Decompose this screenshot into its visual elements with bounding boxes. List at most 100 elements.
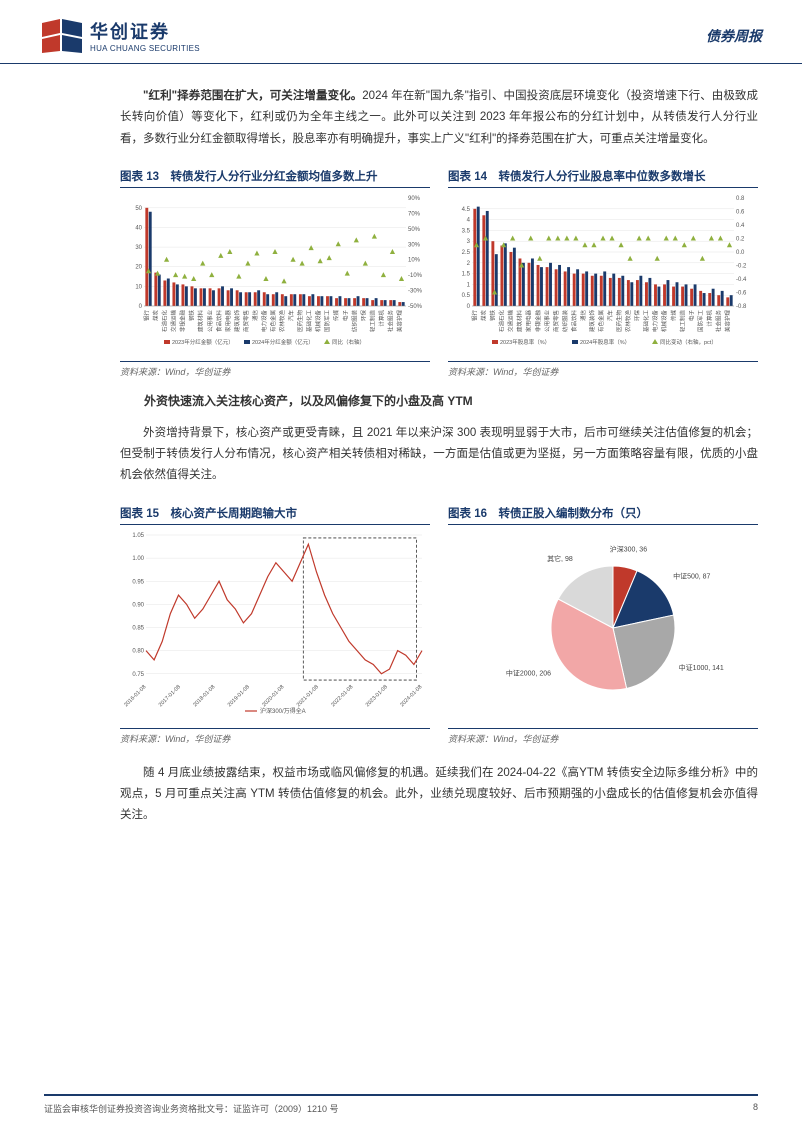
svg-text:30%: 30% [408, 242, 421, 248]
svg-text:非银金融: 非银金融 [179, 309, 187, 332]
svg-text:家用电器: 家用电器 [525, 309, 533, 332]
svg-text:汽车: 汽车 [606, 309, 614, 321]
chart15-svg: 0.750.800.850.900.951.001.052016-01-0820… [120, 529, 430, 719]
svg-text:1.5: 1.5 [462, 271, 471, 277]
svg-text:电子: 电子 [687, 309, 695, 321]
svg-text:2023年股息率（%）: 2023年股息率（%） [500, 338, 550, 346]
svg-text:2024年分红金额（亿元）: 2024年分红金额（亿元） [252, 338, 314, 346]
svg-text:其它, 98: 其它, 98 [547, 554, 573, 563]
svg-text:银行: 银行 [471, 309, 479, 321]
chart14-svg: 00.511.522.533.544.5-0.8-0.6-0.4-0.20.00… [448, 192, 758, 352]
svg-text:轻工制造: 轻工制造 [678, 309, 686, 332]
svg-text:-0.6: -0.6 [736, 290, 747, 296]
page-footer: 证监会审核华创证券投资咨询业务资格批文号：证监许可（2009）1210 号 8 [44, 1094, 758, 1115]
svg-text:-10%: -10% [408, 273, 423, 279]
svg-text:银行: 银行 [143, 309, 151, 321]
svg-text:交通运输: 交通运输 [170, 309, 178, 332]
content-body: "红利"择券范围在扩大，可关注增量变化。2024 年在新"国九条"指引、中国投资… [0, 64, 802, 826]
svg-text:传媒: 传媒 [332, 309, 340, 321]
svg-text:基础化工: 基础化工 [642, 309, 650, 332]
para1-lead: "红利"择券范围在扩大，可关注增量变化。 [143, 90, 362, 102]
logo-block: 华创证券 HUA CHUANG SECURITIES [40, 17, 200, 55]
svg-text:0.75: 0.75 [132, 671, 144, 677]
svg-text:家用电器: 家用电器 [224, 309, 232, 332]
svg-text:90%: 90% [408, 196, 421, 202]
svg-text:计算机: 计算机 [377, 309, 385, 326]
svg-text:传媒: 传媒 [669, 309, 677, 321]
svg-text:0.80: 0.80 [132, 648, 144, 654]
chart16-svg: 沪深300, 36中证500, 87中证1000, 141中证2000, 206… [448, 529, 758, 719]
svg-text:有色金属: 有色金属 [269, 310, 277, 332]
svg-text:商贸零售: 商贸零售 [552, 310, 560, 332]
svg-text:0.6: 0.6 [736, 209, 745, 215]
svg-text:钢铁: 钢铁 [489, 309, 497, 321]
report-type: 债券周报 [706, 26, 762, 46]
svg-text:公用事业: 公用事业 [206, 309, 214, 332]
svg-text:电子: 电子 [341, 309, 349, 321]
section2-title: 外资快速流入关注核心资产，以及风偏修复下的小盘及高 YTM [120, 392, 758, 409]
svg-text:通信: 通信 [251, 309, 259, 321]
svg-text:有色金属: 有色金属 [597, 310, 605, 332]
svg-text:商贸零售: 商贸零售 [242, 310, 250, 332]
svg-text:沪深300, 36: 沪深300, 36 [610, 544, 647, 553]
chart16-title: 图表 16 转债正股入编制数分布（只） [448, 505, 758, 525]
svg-text:煤炭: 煤炭 [480, 309, 488, 321]
svg-text:2024年股息率（%）: 2024年股息率（%） [580, 338, 630, 346]
company-name-cn: 华创证券 [90, 18, 200, 44]
svg-text:2023年分红金额（亿元）: 2023年分红金额（亿元） [172, 338, 234, 346]
svg-text:同比变动（右轴，pct）: 同比变动（右轴，pct） [660, 338, 717, 346]
svg-text:钢铁: 钢铁 [188, 309, 196, 321]
svg-text:20: 20 [135, 265, 142, 271]
svg-text:医药生物: 医药生物 [296, 309, 304, 332]
svg-text:农林牧渔: 农林牧渔 [278, 309, 286, 332]
svg-text:煤炭: 煤炭 [152, 309, 160, 321]
svg-text:中证2000, 206: 中证2000, 206 [506, 668, 551, 677]
svg-text:1.00: 1.00 [132, 556, 144, 562]
svg-text:电力设备: 电力设备 [260, 309, 268, 332]
svg-text:-50%: -50% [408, 304, 423, 310]
svg-text:建筑装饰: 建筑装饰 [588, 309, 596, 332]
svg-text:4.5: 4.5 [462, 207, 471, 213]
svg-text:石油石化: 石油石化 [161, 309, 169, 332]
svg-text:美容护理: 美容护理 [723, 309, 731, 332]
svg-text:30: 30 [135, 245, 142, 251]
svg-text:农林牧渔: 农林牧渔 [624, 309, 632, 332]
svg-text:非银金融: 非银金融 [534, 309, 542, 332]
logo-icon [40, 17, 84, 55]
svg-text:环保: 环保 [633, 309, 641, 321]
paragraph-2: 外资增持背景下，核心资产或更受青睐，且 2021 年以来沪深 300 表现明显弱… [120, 423, 758, 487]
svg-text:0.95: 0.95 [132, 579, 144, 585]
svg-text:交通运输: 交通运输 [507, 309, 515, 332]
svg-text:0.0: 0.0 [736, 250, 745, 256]
svg-text:社会服务: 社会服务 [714, 309, 722, 332]
svg-text:0.8: 0.8 [736, 196, 745, 202]
svg-text:沪深300/万得全A: 沪深300/万得全A [260, 707, 306, 715]
svg-text:-0.4: -0.4 [736, 277, 747, 283]
svg-text:-0.2: -0.2 [736, 263, 747, 269]
chart16-col: 图表 16 转债正股入编制数分布（只） 沪深300, 36中证500, 87中证… [448, 505, 758, 745]
svg-text:食品饮料: 食品饮料 [215, 309, 223, 332]
svg-text:计算机: 计算机 [705, 309, 713, 326]
chart-row-1: 图表 13 转债发行人分行业分红金额均值多数上升 01020304050-50%… [120, 168, 758, 378]
svg-text:轻工制造: 轻工制造 [368, 309, 376, 332]
svg-text:公用事业: 公用事业 [543, 309, 551, 332]
svg-text:食品饮料: 食品饮料 [570, 309, 578, 332]
svg-text:0.5: 0.5 [462, 293, 471, 299]
svg-text:40: 40 [135, 225, 142, 231]
svg-text:0.2: 0.2 [736, 236, 745, 242]
svg-text:建筑装饰: 建筑装饰 [233, 309, 241, 332]
chart14-title: 图表 14 转债发行人分行业股息率中位数多数增长 [448, 168, 758, 188]
svg-text:通信: 通信 [579, 309, 587, 321]
chart16-source: 资料来源：Wind，华创证券 [448, 728, 758, 745]
page-number: 8 [753, 1102, 758, 1115]
chart13-col: 图表 13 转债发行人分行业分红金额均值多数上升 01020304050-50%… [120, 168, 430, 378]
svg-text:0.4: 0.4 [736, 223, 745, 229]
svg-text:建筑材料: 建筑材料 [516, 309, 524, 332]
chart15-source: 资料来源：Wind，华创证券 [120, 728, 430, 745]
chart14-source: 资料来源：Wind，华创证券 [448, 361, 758, 378]
svg-text:国防军工: 国防军工 [696, 309, 704, 332]
svg-text:机械设备: 机械设备 [314, 309, 322, 332]
page-header: 华创证券 HUA CHUANG SECURITIES 债券周报 [0, 0, 802, 64]
chart-row-2: 图表 15 核心资产长周期跑输大市 0.750.800.850.900.951.… [120, 505, 758, 745]
svg-text:国防军工: 国防军工 [323, 309, 331, 332]
